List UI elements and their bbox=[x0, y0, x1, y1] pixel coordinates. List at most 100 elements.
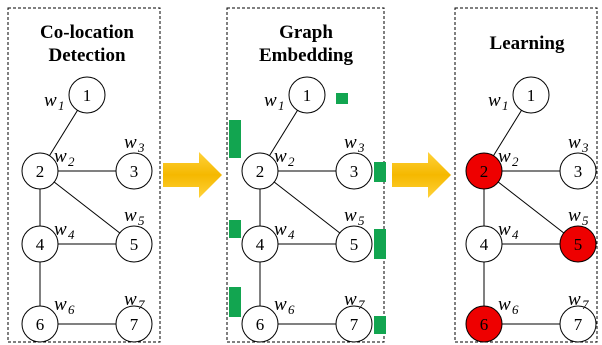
weight-subscript-3: 3 bbox=[137, 140, 145, 155]
node-1 bbox=[512, 76, 550, 114]
weight-subscript-7: 7 bbox=[138, 297, 145, 312]
weight-label-7: w bbox=[124, 289, 137, 310]
embedding-bar-node-4 bbox=[229, 220, 241, 238]
weight-subscript-1: 1 bbox=[58, 98, 65, 113]
node-4 bbox=[241, 225, 279, 263]
weight-label-3: w bbox=[568, 132, 581, 153]
weight-label-5: w bbox=[124, 205, 137, 226]
node-label-7: 7 bbox=[350, 315, 359, 334]
weight-subscript-2: 2 bbox=[512, 154, 519, 169]
node-label-4: 4 bbox=[256, 235, 265, 254]
edge-2-5 bbox=[259, 170, 355, 245]
weight-label-2: w bbox=[498, 146, 511, 167]
embedding-bar-node-5 bbox=[374, 229, 386, 259]
weight-label-7: w bbox=[344, 289, 357, 310]
weight-label-7: w bbox=[568, 289, 581, 310]
node-label-5: 5 bbox=[130, 235, 139, 254]
node-2 bbox=[241, 152, 279, 190]
node-3 bbox=[559, 152, 597, 190]
node-label-1: 1 bbox=[527, 86, 536, 105]
node-label-4: 4 bbox=[36, 235, 45, 254]
node-7 bbox=[559, 305, 597, 343]
panel-embedding-frame bbox=[226, 7, 385, 343]
weight-subscript-4: 4 bbox=[288, 227, 295, 242]
node-label-3: 3 bbox=[574, 162, 583, 181]
weight-label-4: w bbox=[498, 219, 511, 240]
weight-label-1: w bbox=[44, 90, 57, 111]
node-label-3: 3 bbox=[350, 162, 359, 181]
node-1 bbox=[68, 76, 106, 114]
embedding-bar-node-7 bbox=[374, 316, 386, 334]
node-6 bbox=[241, 305, 279, 343]
node-label-3: 3 bbox=[130, 162, 139, 181]
weight-subscript-3: 3 bbox=[581, 140, 589, 155]
panel-colocation-title-line2: Detection bbox=[48, 45, 125, 66]
weight-subscript-7: 7 bbox=[582, 297, 589, 312]
weight-label-3: w bbox=[344, 132, 357, 153]
weight-label-6: w bbox=[274, 294, 287, 315]
node-label-1: 1 bbox=[83, 86, 92, 105]
node-label-6: 6 bbox=[480, 315, 489, 334]
node-label-2: 2 bbox=[480, 162, 489, 181]
node-3 bbox=[335, 152, 373, 190]
node-3 bbox=[115, 152, 153, 190]
graph-panel-1: 1w 12w 23w 34w 45w 56w 67w 7 bbox=[21, 76, 153, 343]
panel-colocation-frame bbox=[7, 7, 161, 343]
panel-embedding-title-line1: Graph bbox=[279, 22, 333, 43]
node-label-2: 2 bbox=[36, 162, 45, 181]
embedding-bar-node-1 bbox=[336, 93, 348, 104]
weight-subscript-6: 6 bbox=[68, 302, 75, 317]
weight-label-5: w bbox=[344, 205, 357, 226]
weight-label-6: w bbox=[498, 294, 511, 315]
weight-subscript-5: 5 bbox=[582, 213, 589, 228]
weight-label-4: w bbox=[274, 219, 287, 240]
weight-subscript-1: 1 bbox=[278, 98, 285, 113]
weight-label-2: w bbox=[54, 146, 67, 167]
weight-label-3: w bbox=[124, 132, 137, 153]
weight-label-4: w bbox=[54, 219, 67, 240]
node-4 bbox=[465, 225, 503, 263]
node-label-7: 7 bbox=[130, 315, 139, 334]
panel-learning-frame bbox=[454, 7, 598, 343]
weight-subscript-4: 4 bbox=[68, 227, 75, 242]
weight-label-1: w bbox=[488, 90, 501, 111]
node-5 bbox=[559, 225, 597, 263]
node-7 bbox=[115, 305, 153, 343]
panel-colocation-title-line1: Co-location bbox=[40, 22, 134, 43]
weight-label-6: w bbox=[54, 294, 67, 315]
graph-panel-2: 1w 12w 23w 34w 45w 56w 67w 7 bbox=[241, 76, 373, 343]
weight-subscript-2: 2 bbox=[288, 154, 295, 169]
node-label-1: 1 bbox=[303, 86, 312, 105]
panel-embedding-title-line2: Embedding bbox=[259, 45, 353, 66]
weight-subscript-5: 5 bbox=[138, 213, 145, 228]
weight-subscript-6: 6 bbox=[512, 302, 519, 317]
node-1 bbox=[288, 76, 326, 114]
weight-subscript-6: 6 bbox=[288, 302, 295, 317]
arrow-to-embedding bbox=[163, 152, 222, 198]
weight-label-2: w bbox=[274, 146, 287, 167]
weight-subscript-2: 2 bbox=[68, 154, 75, 169]
weight-subscript-4: 4 bbox=[512, 227, 519, 242]
node-4 bbox=[21, 225, 59, 263]
weight-subscript-5: 5 bbox=[358, 213, 365, 228]
node-label-5: 5 bbox=[574, 235, 583, 254]
weight-subscript-7: 7 bbox=[358, 297, 365, 312]
node-label-6: 6 bbox=[36, 315, 45, 334]
weight-subscript-1: 1 bbox=[502, 98, 509, 113]
node-2 bbox=[465, 152, 503, 190]
arrow-to-learning bbox=[392, 152, 451, 198]
node-6 bbox=[21, 305, 59, 343]
node-5 bbox=[335, 225, 373, 263]
node-label-7: 7 bbox=[574, 315, 583, 334]
edge-2-5 bbox=[483, 170, 579, 245]
graph-panel-3: 1w 12w 23w 34w 45w 56w 67w 7 bbox=[465, 76, 597, 343]
embedding-bar-node-2 bbox=[229, 120, 241, 158]
embedding-bar-node-6 bbox=[229, 287, 241, 317]
node-label-5: 5 bbox=[350, 235, 359, 254]
node-label-2: 2 bbox=[256, 162, 265, 181]
node-6 bbox=[465, 305, 503, 343]
weight-label-5: w bbox=[568, 205, 581, 226]
node-2 bbox=[21, 152, 59, 190]
weight-subscript-3: 3 bbox=[357, 140, 365, 155]
